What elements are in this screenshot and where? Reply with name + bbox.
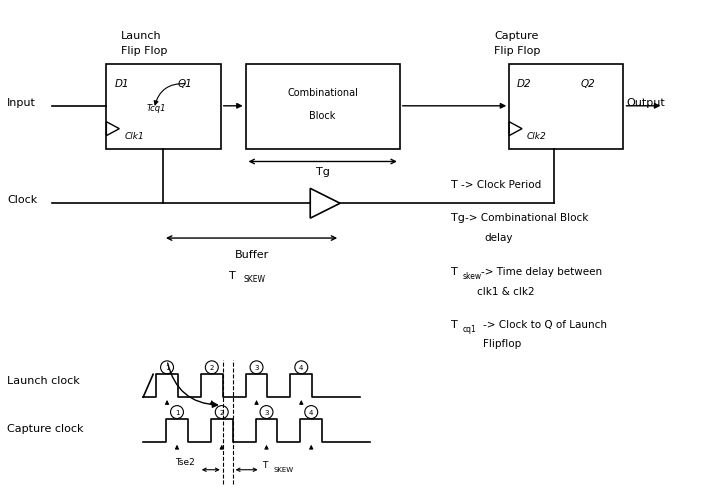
- Text: -> Clock to Q of Launch: -> Clock to Q of Launch: [483, 319, 607, 329]
- Text: Block: Block: [309, 111, 336, 121]
- Bar: [245, 64, 400, 148]
- Text: Q1: Q1: [178, 79, 193, 89]
- Text: Combinational: Combinational: [288, 88, 358, 98]
- Text: Tg: Tg: [316, 168, 330, 177]
- Text: Launch clock: Launch clock: [7, 376, 79, 386]
- Text: Output: Output: [626, 98, 665, 108]
- Text: SKEW: SKEW: [273, 467, 294, 473]
- Text: 2: 2: [209, 365, 214, 371]
- Text: T: T: [228, 271, 236, 281]
- Text: 3: 3: [264, 410, 269, 416]
- Text: Clk1: Clk1: [124, 132, 144, 141]
- Text: skew: skew: [463, 272, 482, 281]
- Text: Q2: Q2: [581, 79, 595, 89]
- Text: D2: D2: [517, 79, 531, 89]
- Text: 4: 4: [299, 365, 304, 371]
- Text: 1: 1: [175, 410, 179, 416]
- Text: 4: 4: [309, 410, 314, 416]
- Text: Flip Flop: Flip Flop: [494, 46, 541, 56]
- Text: 1: 1: [165, 365, 169, 371]
- Text: Buffer: Buffer: [234, 250, 269, 260]
- Text: -> Time delay between: -> Time delay between: [482, 267, 602, 277]
- Text: Input: Input: [7, 98, 36, 108]
- Text: T: T: [451, 180, 458, 190]
- Text: SKEW: SKEW: [244, 275, 266, 284]
- Text: D1: D1: [115, 79, 129, 89]
- Text: Tcq1: Tcq1: [146, 104, 166, 113]
- Text: T: T: [451, 319, 458, 329]
- Text: Capture: Capture: [494, 31, 538, 41]
- Text: 2: 2: [219, 410, 224, 416]
- Text: delay: delay: [484, 233, 512, 243]
- Text: Flipflop: Flipflop: [483, 339, 522, 350]
- Text: Clk2: Clk2: [527, 132, 547, 141]
- Text: clk1 & clk2: clk1 & clk2: [477, 287, 535, 297]
- Text: cq1: cq1: [463, 324, 476, 334]
- Text: T: T: [262, 461, 268, 470]
- Bar: [509, 64, 624, 148]
- Text: 3: 3: [254, 365, 259, 371]
- Text: Capture clock: Capture clock: [7, 424, 84, 434]
- Text: Launch: Launch: [122, 31, 162, 41]
- Text: Flip Flop: Flip Flop: [122, 46, 168, 56]
- Text: Tse2: Tse2: [175, 458, 195, 467]
- Text: T: T: [451, 267, 458, 277]
- Text: Tg: Tg: [451, 213, 465, 223]
- Text: -> Combinational Block: -> Combinational Block: [465, 213, 588, 223]
- Text: Clock: Clock: [7, 195, 37, 205]
- Text: -> Clock Period: -> Clock Period: [461, 180, 541, 190]
- Bar: [106, 64, 221, 148]
